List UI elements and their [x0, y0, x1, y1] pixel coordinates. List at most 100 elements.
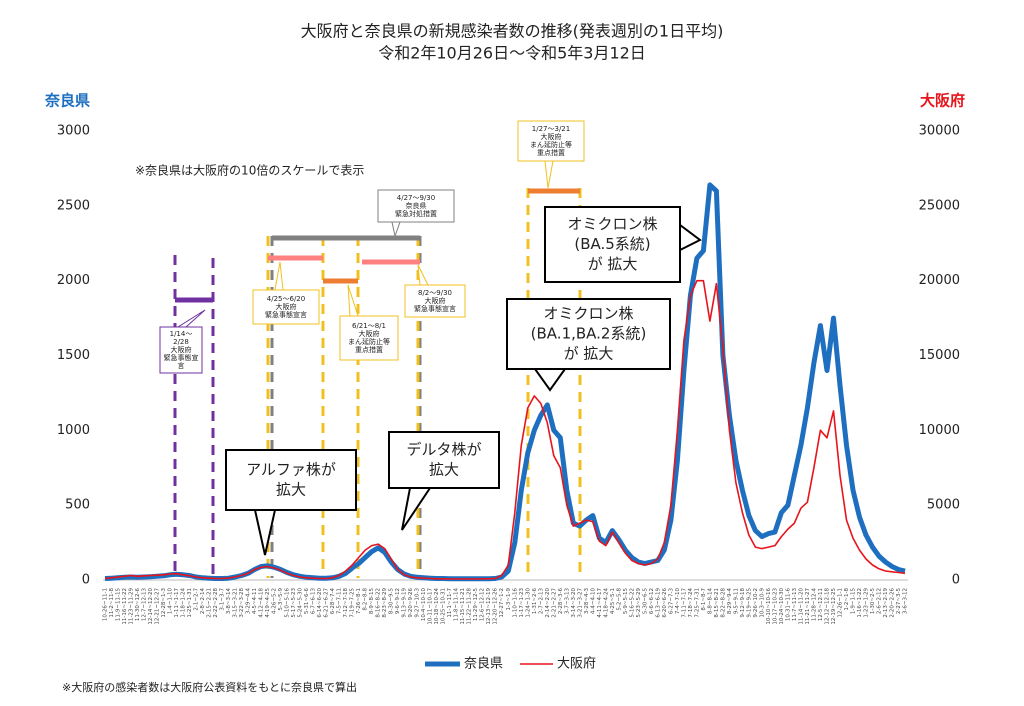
annotation-text: 1/14～	[170, 330, 193, 338]
x-tick-label: 8-23~8-29	[382, 588, 388, 618]
x-tick-label: 7-18~7-24	[688, 588, 694, 618]
annotation-text: 8/2～9/30	[418, 289, 452, 297]
annotation-pointer	[391, 221, 401, 238]
x-tick-label: 3-21~3-27	[577, 588, 583, 618]
x-tick-label: 11-23~11-29	[129, 588, 135, 625]
annotation-box	[404, 284, 466, 318]
x-tick-label: 10-4~10-10	[421, 588, 427, 622]
annotation-text: 大阪府	[171, 345, 192, 354]
x-tick-label: 9-27~10-3	[415, 588, 421, 618]
x-tick-label: 11-29~12-5	[473, 588, 479, 622]
annotation-text: 4/25～6/20	[267, 295, 305, 303]
x-tick-label: 1-2~1-8	[844, 588, 850, 611]
x-tick-label: 12-12~12-18	[824, 588, 830, 625]
x-tick-label: 12-21~12-27	[155, 588, 161, 625]
y-tick-label: 1500	[57, 348, 90, 363]
annotation-text: 大阪府	[425, 296, 446, 305]
x-tick-label: 7-12~7-18	[343, 588, 349, 618]
x-tick-label: 1-24~1-30	[525, 588, 531, 618]
x-tick-label: 8-29~9-4	[727, 588, 733, 615]
x-tick-label: 1-10~1-16	[512, 588, 518, 618]
x-tick-label: 9-5~9-11	[733, 588, 739, 614]
x-tick-label: 5-31~6-6	[304, 588, 310, 615]
x-tick-label: 12-13~12-19	[486, 588, 492, 625]
y2-tick-label: 5000	[927, 498, 960, 513]
annotation-text: 6/21～8/1	[352, 322, 386, 330]
y2-tick-label: 15000	[919, 348, 960, 363]
annotation-text: まん延防止等	[348, 337, 390, 346]
x-tick-label: 4-19~4-25	[265, 588, 271, 618]
annotation-pointer	[401, 487, 432, 531]
x-tick-label: 1-17~1-23	[519, 588, 525, 618]
x-tick-label: 2-15~2-21	[207, 588, 213, 618]
x-tick-label: 9-6~9-12	[395, 588, 401, 614]
x-tick-label: 3-8~3-14	[226, 588, 232, 615]
x-tick-label: 4-5~4-11	[252, 588, 258, 614]
x-tick-label: 12-20~12-26	[493, 588, 499, 625]
x-tick-label: 2-1~2-7	[194, 588, 200, 611]
annotation-text: 奈良県	[406, 201, 427, 210]
x-tick-label: 2-20~2-26	[889, 588, 895, 618]
annotation-box	[506, 298, 671, 370]
x-tick-label: 10-3~10-9	[759, 588, 765, 618]
x-tick-label: 8-15~8-21	[714, 588, 720, 618]
x-tick-label: 3-22~3-28	[239, 588, 245, 618]
annotation-text: 大阪府	[359, 329, 380, 338]
series-line	[104, 182, 906, 582]
x-tick-label: 3-14~3-20	[571, 588, 577, 618]
x-tick-label: 9-19~9-25	[746, 588, 752, 618]
x-tick-label: 12-14~12-20	[148, 588, 154, 625]
x-tick-label: 11-1~11-7	[447, 588, 453, 618]
x-tick-label: 8-30~9-5	[389, 588, 395, 615]
annotation-text: 重点措置	[537, 148, 565, 157]
annotation-pointer	[176, 309, 206, 328]
annotation-text: (BA.1,BA.2系統)	[531, 325, 647, 343]
annotation-box	[544, 206, 681, 283]
annotation-pointer	[274, 261, 284, 291]
y2-tick-label: 25000	[919, 198, 960, 213]
x-tick-label: 11-30~12-6	[135, 588, 141, 622]
annotation: オミクロン株 (BA.5系統) が 拡大	[544, 206, 702, 283]
y-tick-label: 500	[65, 498, 90, 513]
x-tick-label: 3-29~4-4	[246, 588, 252, 615]
x-tick-label: 10-31~11-6	[785, 588, 791, 622]
x-tick-label: 1-31~2-6	[532, 588, 538, 615]
x-tick-label: 1-11~1-17	[174, 588, 180, 618]
x-tick-label: 9-20~9-26	[408, 588, 414, 618]
x-tick-label: 6-20~6-26	[662, 588, 668, 618]
x-tick-label: 3-6~3-12	[903, 588, 909, 614]
x-tick-label: 5-30~6-5	[642, 588, 648, 615]
x-tick-label: 4-26~5-2	[272, 588, 278, 614]
x-tick-label: 6-14~6-20	[317, 588, 323, 618]
annotation-text: が 拡大	[564, 345, 614, 363]
y-tick-label: 2000	[57, 273, 90, 288]
x-tick-label: 2-21~2-27	[551, 588, 557, 618]
y-tick-label: 0	[82, 573, 90, 588]
x-tick-label: 10-24~10-30	[779, 588, 785, 625]
annotation-pointer	[253, 509, 277, 556]
x-tick-label: 2-14~2-20	[545, 588, 551, 618]
x-tick-label: 9-13~9-19	[402, 588, 408, 618]
annotation-pointer	[347, 284, 359, 317]
annotation-pointer	[417, 264, 429, 286]
annotation-text: 4/27～9/30	[397, 194, 435, 202]
x-tick-label: 7-11~7-17	[681, 588, 687, 618]
x-tick-label: 12-6~12-12	[480, 588, 486, 621]
annotation-box	[252, 289, 320, 325]
y-axis-label: 奈良県	[44, 92, 90, 110]
annotation-box	[377, 189, 455, 223]
x-tick-label: 4-18~4-24	[603, 588, 609, 618]
x-tick-label: 3-15~3-21	[233, 588, 239, 618]
x-tick-label: 11-8~11-14	[454, 588, 460, 622]
x-tick-label: 6-28~7-4	[330, 588, 336, 615]
x-tick-label: 5-16~5-22	[629, 588, 635, 618]
annotation-text: 重点措置	[355, 345, 383, 354]
x-tick-label: 2-22~2-28	[213, 588, 219, 618]
x-tick-label: 10-26~11-1	[103, 588, 109, 621]
x-tick-label: 10-10~10-16	[766, 588, 772, 625]
x-tick-label: 10-11~10-17	[428, 588, 434, 625]
